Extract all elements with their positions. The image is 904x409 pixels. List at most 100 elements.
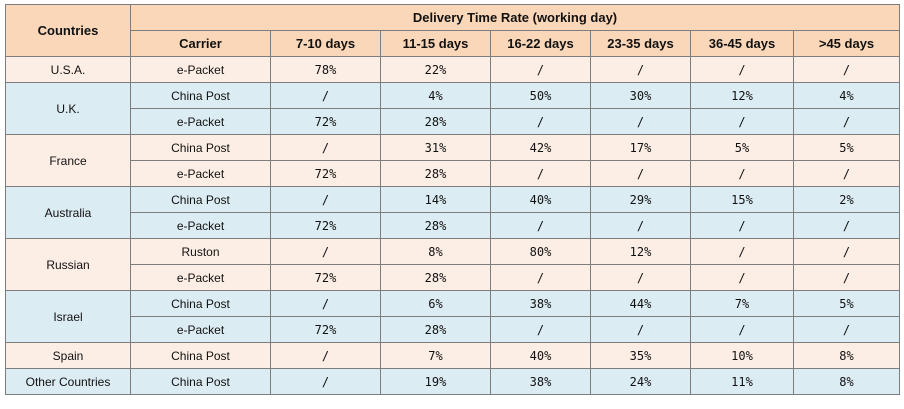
rate-cell: / — [792, 212, 901, 239]
table-row: e-Packet 72% 28% / / / / — [6, 264, 901, 291]
carrier-cell: China Post — [130, 186, 271, 213]
carrier-cell: China Post — [130, 82, 271, 109]
rate-cell: / — [270, 342, 381, 369]
rate-cell: 5% — [792, 134, 901, 161]
carrier-cell: e-Packet — [130, 108, 271, 135]
column-header: Carrier — [130, 30, 271, 57]
country-cell: U.S.A. — [5, 56, 131, 83]
country-cell: Other Countries — [5, 368, 131, 395]
rate-cell: / — [792, 238, 901, 265]
rate-cell: 72% — [270, 160, 381, 187]
country-cell: Israel — [5, 290, 131, 343]
carrier-cell: Ruston — [130, 238, 271, 265]
header-row-group: Countries Delivery Time Rate (working da… — [5, 4, 901, 57]
rate-cell: 8% — [380, 238, 491, 265]
rate-cell: 12% — [590, 238, 691, 265]
column-header: >45 days — [792, 30, 901, 57]
rate-cell: / — [792, 108, 901, 135]
rate-cell: 31% — [380, 134, 491, 161]
table-row: e-Packet 72% 28% / / / / — [6, 160, 901, 187]
table-row: e-Packet 72% 28% / / / / — [6, 316, 901, 343]
delivery-time-rate-header: Delivery Time Rate (working day) — [129, 4, 901, 31]
carrier-cell: China Post — [130, 342, 271, 369]
table-row: e-Packet 72% 28% / / / / — [6, 212, 901, 239]
rate-cell: / — [270, 368, 381, 395]
rate-cell: 14% — [380, 186, 491, 213]
table-row: France China Post/31% 42% 17% 5% 5% — [5, 134, 901, 187]
rate-cell: 5% — [792, 290, 901, 317]
rate-cell: 72% — [270, 264, 381, 291]
rate-cell: 2% — [792, 186, 901, 213]
country-cell: Spain — [5, 342, 131, 369]
rate-cell: 28% — [380, 264, 491, 291]
rate-cell: / — [270, 238, 381, 265]
rate-cell: / — [690, 108, 794, 135]
table-row: Israel China Post/6% 38% 44% 7% 5% — [5, 290, 901, 343]
rate-cell: / — [270, 290, 381, 317]
rate-cell: / — [270, 134, 381, 161]
rate-cell: 19% — [380, 368, 491, 395]
rate-cell: 80% — [490, 238, 591, 265]
rate-cell: / — [590, 56, 691, 83]
column-header: 11-15 days — [380, 30, 491, 57]
rate-cell: 44% — [590, 290, 691, 317]
table-row: Russian Ruston/8% 80% 12% / / — [5, 238, 901, 291]
rate-cell: 28% — [380, 160, 491, 187]
table-row: U.K. China Post/4% 50% 30% 12% 4% — [5, 82, 901, 135]
rate-cell: 50% — [490, 82, 591, 109]
carrier-cell: e-Packet — [130, 212, 271, 239]
column-header: 36-45 days — [690, 30, 794, 57]
country-cell: Russian — [5, 238, 131, 291]
rate-cell: 72% — [270, 108, 381, 135]
rate-cell: 4% — [380, 82, 491, 109]
rate-cell: 15% — [690, 186, 794, 213]
rate-cell: / — [490, 56, 591, 83]
rate-cell: / — [792, 316, 901, 343]
carrier-cell: e-Packet — [130, 316, 271, 343]
rate-cell: / — [690, 212, 794, 239]
rate-cell: / — [792, 56, 901, 83]
table-row: e-Packet 72% 28% / / / / — [6, 108, 901, 135]
rate-cell: 72% — [270, 212, 381, 239]
carrier-cell: e-Packet — [130, 56, 271, 83]
carrier-cell: e-Packet — [130, 264, 271, 291]
rate-cell: / — [690, 264, 794, 291]
rate-cell: 40% — [490, 186, 591, 213]
column-header: 7-10 days — [270, 30, 381, 57]
carrier-cell: China Post — [130, 134, 271, 161]
rate-cell: / — [690, 316, 794, 343]
rate-cell: / — [590, 212, 691, 239]
rate-cell: 17% — [590, 134, 691, 161]
table-row: Spain China Post/7% 40% 35% 10% 8% — [5, 342, 901, 369]
country-cell: France — [5, 134, 131, 187]
rate-cell: 22% — [380, 56, 491, 83]
rate-cell: / — [270, 186, 381, 213]
table-row: Australia China Post/14% 40% 29% 15% 2% — [5, 186, 901, 239]
rate-cell: 7% — [690, 290, 794, 317]
rate-cell: / — [590, 316, 691, 343]
header-row-columns: Carrier 7-10 days 11-15 days 16-22 days 23-3… — [6, 30, 901, 57]
rate-cell: 72% — [270, 316, 381, 343]
rate-cell: 38% — [490, 368, 591, 395]
country-cell: Australia — [5, 186, 131, 239]
rate-cell: 29% — [590, 186, 691, 213]
rate-cell: 6% — [380, 290, 491, 317]
rate-cell: / — [690, 56, 794, 83]
table-row: Other Countries China Post/19% 38% 24% 11% 8% — [5, 368, 901, 395]
rate-cell: 5% — [690, 134, 794, 161]
rate-cell: / — [490, 264, 591, 291]
rate-cell: 35% — [590, 342, 691, 369]
rate-cell: 40% — [490, 342, 591, 369]
rate-cell: / — [690, 238, 794, 265]
rate-cell: 78% — [270, 56, 381, 83]
table-body: U.S.A. e-Packet 78% 22% / / / / U.K. China Post/4… — [5, 56, 901, 395]
table-row: U.S.A. e-Packet 78% 22% / / / / — [5, 56, 901, 83]
rate-cell: 8% — [792, 368, 901, 395]
country-cell: U.K. — [5, 82, 131, 135]
rate-cell: / — [490, 108, 591, 135]
carrier-cell: China Post — [130, 368, 271, 395]
carrier-cell: China Post — [130, 290, 271, 317]
rate-cell: / — [792, 264, 901, 291]
rate-cell: / — [590, 108, 691, 135]
countries-header: Countries — [5, 4, 131, 57]
